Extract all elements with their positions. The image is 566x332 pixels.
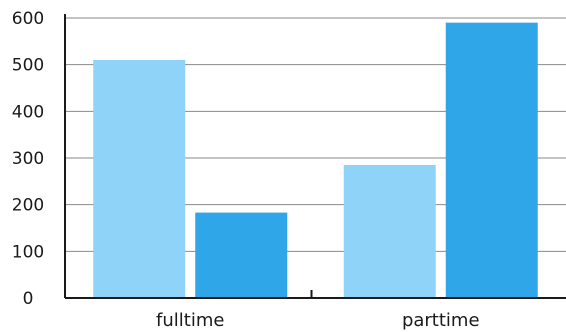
axes bbox=[64, 14, 566, 299]
bar-fulltime-series-1 bbox=[93, 60, 186, 298]
y-tick-label: 400 bbox=[12, 102, 44, 122]
y-tick-label: 200 bbox=[12, 196, 44, 216]
bar-fulltime-series-2 bbox=[195, 212, 288, 298]
y-tick-labels: 0 100 200 300 400 500 600 bbox=[12, 9, 44, 309]
y-tick-label: 0 bbox=[23, 289, 34, 309]
x-category-labels: fulltime parttime bbox=[156, 310, 480, 331]
x-category-label: fulltime bbox=[156, 310, 224, 331]
y-tick-label: 300 bbox=[12, 149, 44, 169]
bar-parttime-series-2 bbox=[445, 22, 538, 299]
x-category-label: parttime bbox=[402, 310, 480, 331]
bar-parttime-series-1 bbox=[343, 165, 436, 298]
y-tick-label: 600 bbox=[12, 9, 44, 29]
y-tick-label: 100 bbox=[12, 242, 44, 262]
bars bbox=[93, 22, 538, 299]
y-tick-label: 500 bbox=[12, 56, 44, 76]
